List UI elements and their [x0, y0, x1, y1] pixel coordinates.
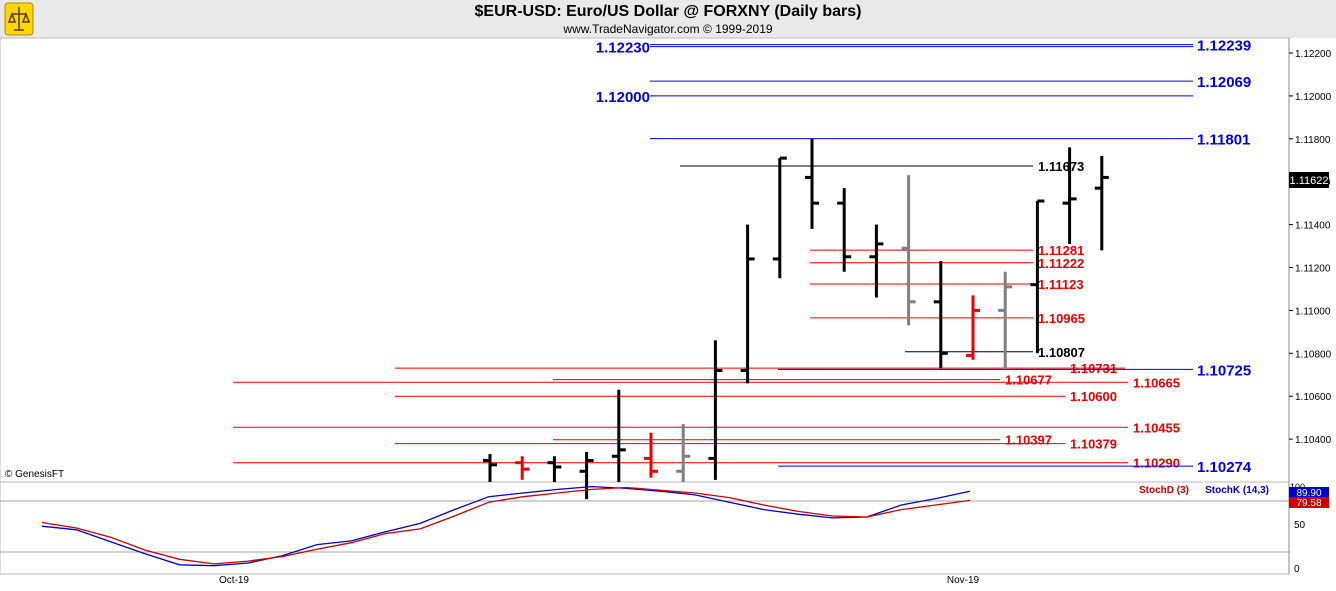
stoch-line-1	[41, 486, 971, 565]
level-label-1.10397: 1.10397	[1005, 433, 1052, 448]
chart-header: $EUR-USD: Euro/US Dollar @ FORXNY (Daily…	[0, 0, 1336, 38]
level-label-1.10290: 1.10290	[1133, 456, 1180, 471]
level-label-1.10274: 1.10274	[1197, 459, 1252, 476]
x-label-oct: Oct-19	[219, 575, 249, 586]
level-label-1.11123: 1.11123	[1038, 277, 1084, 292]
stoch-panel-frame	[0, 481, 1290, 575]
stochd-value-tag	[1289, 497, 1329, 508]
chart-subtitle: www.TradeNavigator.com © 1999-2019	[563, 22, 773, 36]
level-label-1.10600: 1.10600	[1070, 389, 1117, 404]
price-tick-label: 1.11400	[1295, 221, 1331, 232]
level-label-1.10731: 1.10731	[1070, 361, 1117, 376]
level-label-1.11222: 1.11222	[1038, 256, 1084, 271]
support-resistance-levels: 1.12239 1.12230 1.12069 1.12000 1.11801 1.116…	[233, 38, 1252, 476]
level-label-1.10965: 1.10965	[1038, 311, 1085, 326]
price-tick-label: 1.12000	[1295, 92, 1332, 103]
last-price-label: 1.11622	[1290, 175, 1329, 187]
level-label-1.10807: 1.10807	[1038, 345, 1085, 360]
trade-navigator-logo	[4, 2, 34, 36]
stoch-line-0	[41, 485, 971, 567]
stoch-tick-0: 0	[1294, 564, 1300, 575]
price-tick-label: 1.11200	[1295, 264, 1331, 275]
price-tick-label: 1.10800	[1295, 349, 1332, 360]
last-price-tag	[1289, 172, 1329, 188]
level-label-1.10725: 1.10725	[1197, 362, 1251, 379]
level-label-1.12069: 1.12069	[1197, 74, 1251, 91]
level-label-1.10455: 1.10455	[1133, 420, 1180, 435]
stochd-value-label: 79.58	[1296, 498, 1321, 509]
stochastic-panel	[41, 485, 971, 567]
level-label-1.10665: 1.10665	[1133, 375, 1180, 390]
price-tick-label: 1.12200	[1295, 49, 1332, 60]
stochd-legend: StochD (3)	[1139, 485, 1189, 496]
level-label-1.12230: 1.12230	[596, 40, 650, 57]
price-tick-label: 1.11800	[1295, 135, 1331, 146]
stochk-value-tag	[1289, 487, 1329, 497]
stochk-value-label: 89.90	[1296, 488, 1321, 499]
stochk-legend: StochK (14,3)	[1205, 485, 1269, 496]
x-label-nov: Nov-19	[947, 575, 980, 586]
price-tick-label: 1.10600	[1295, 392, 1332, 403]
level-label-1.11281: 1.11281	[1038, 243, 1084, 258]
level-label-1.12000: 1.12000	[596, 89, 650, 106]
level-label-1.10379: 1.10379	[1070, 437, 1117, 452]
stoch-tick-50: 50	[1294, 520, 1306, 531]
chart-title: $EUR-USD: Euro/US Dollar @ FORXNY (Daily…	[474, 3, 862, 20]
price-axis: 1.10400 1.10600 1.10800 1.11000 1.11200 1.114…	[1289, 49, 1332, 446]
level-label-1.10677: 1.10677	[1005, 373, 1052, 388]
price-bars	[483, 138, 1109, 500]
level-label-1.11673: 1.11673	[1038, 159, 1084, 174]
price-tick-label: 1.11000	[1295, 306, 1331, 317]
copyright-label: © GenesisFT	[5, 469, 64, 480]
level-label-1.11801: 1.11801	[1197, 132, 1250, 149]
price-tick-label: 1.10400	[1295, 435, 1332, 446]
level-label-1.12239: 1.12239	[1197, 38, 1251, 55]
